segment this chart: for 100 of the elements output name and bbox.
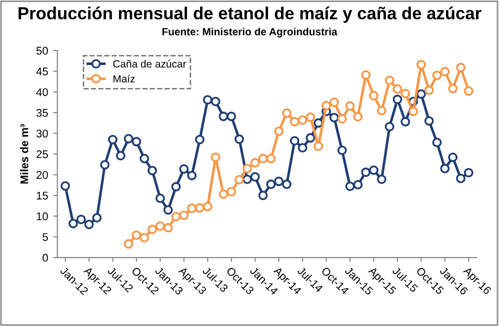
point bbox=[282, 108, 292, 118]
point bbox=[187, 170, 197, 180]
y-tick-label: 15 bbox=[36, 192, 48, 200]
point bbox=[202, 202, 212, 212]
point bbox=[179, 164, 189, 174]
point bbox=[218, 189, 228, 199]
point bbox=[140, 154, 150, 164]
point bbox=[448, 152, 458, 162]
point bbox=[384, 76, 394, 86]
point bbox=[68, 218, 78, 228]
y-tick-label: 45 bbox=[36, 68, 48, 76]
y-tick-label: 20 bbox=[36, 171, 48, 179]
point bbox=[266, 154, 276, 164]
point bbox=[369, 165, 378, 175]
point bbox=[290, 117, 300, 126]
point bbox=[392, 84, 402, 94]
point bbox=[337, 146, 347, 156]
y-tick-label: 35 bbox=[36, 108, 48, 117]
point bbox=[353, 180, 363, 190]
point bbox=[337, 114, 347, 124]
point bbox=[140, 232, 150, 242]
point bbox=[400, 117, 410, 126]
point bbox=[306, 133, 316, 143]
point bbox=[384, 122, 394, 132]
point bbox=[210, 152, 220, 162]
point bbox=[242, 164, 252, 174]
point bbox=[314, 118, 324, 128]
point bbox=[124, 134, 134, 144]
point bbox=[155, 221, 165, 231]
point bbox=[322, 100, 332, 110]
chart-subtitle: Fuente: Ministerio de Agroindustria bbox=[162, 28, 338, 38]
point bbox=[116, 150, 126, 160]
point bbox=[353, 112, 363, 122]
legend-label: Caña de azúcar bbox=[113, 60, 186, 68]
point bbox=[108, 134, 118, 144]
point bbox=[171, 182, 181, 192]
y-tick-label: 30 bbox=[36, 130, 48, 138]
point bbox=[274, 176, 284, 186]
y-tick-label: 50 bbox=[36, 46, 48, 55]
point bbox=[274, 126, 284, 136]
point bbox=[195, 134, 204, 144]
point bbox=[424, 86, 434, 95]
point bbox=[329, 112, 339, 122]
point bbox=[132, 136, 142, 146]
point bbox=[258, 154, 268, 164]
point bbox=[258, 190, 268, 200]
point bbox=[218, 112, 228, 122]
point bbox=[148, 224, 158, 234]
point bbox=[329, 98, 339, 108]
point bbox=[376, 106, 386, 116]
point bbox=[345, 101, 355, 111]
point bbox=[124, 239, 134, 249]
point bbox=[440, 66, 450, 76]
point bbox=[132, 230, 142, 240]
y-tick-label: 25 bbox=[36, 150, 48, 158]
point bbox=[432, 70, 442, 80]
point bbox=[92, 213, 102, 223]
point bbox=[266, 180, 276, 189]
point bbox=[416, 89, 426, 99]
point bbox=[369, 90, 378, 100]
legend-label: Maíz bbox=[114, 74, 135, 82]
point bbox=[163, 205, 173, 215]
point bbox=[456, 62, 466, 72]
y-tick-label: 0 bbox=[42, 254, 48, 262]
point bbox=[195, 203, 204, 213]
point bbox=[187, 204, 197, 213]
y-tick-label: 5 bbox=[42, 233, 48, 241]
point bbox=[314, 141, 324, 151]
point bbox=[361, 168, 371, 177]
point bbox=[290, 136, 300, 146]
point bbox=[226, 186, 236, 196]
point bbox=[306, 112, 316, 122]
point bbox=[100, 160, 110, 170]
point bbox=[179, 210, 189, 220]
chart-title: Producción mensual de etanol de maíz y caña de azúcar bbox=[18, 6, 482, 23]
point bbox=[234, 174, 244, 184]
point bbox=[464, 86, 474, 96]
point bbox=[416, 60, 426, 70]
point bbox=[464, 168, 474, 178]
point bbox=[84, 220, 94, 230]
point bbox=[155, 194, 165, 204]
point bbox=[210, 96, 220, 106]
point bbox=[392, 94, 402, 104]
point bbox=[456, 174, 466, 184]
point bbox=[202, 95, 212, 105]
point bbox=[432, 138, 442, 148]
point bbox=[163, 223, 173, 232]
point bbox=[76, 214, 86, 224]
point bbox=[298, 143, 308, 153]
point bbox=[400, 88, 410, 98]
point bbox=[250, 158, 260, 168]
point bbox=[148, 166, 158, 176]
point bbox=[376, 174, 386, 184]
point bbox=[234, 134, 244, 144]
point bbox=[440, 164, 450, 174]
point bbox=[60, 181, 70, 191]
y-tick-label: 40 bbox=[36, 88, 48, 96]
point bbox=[242, 174, 252, 184]
y-axis-title: Miles de m³ bbox=[20, 124, 28, 184]
point bbox=[448, 84, 458, 94]
